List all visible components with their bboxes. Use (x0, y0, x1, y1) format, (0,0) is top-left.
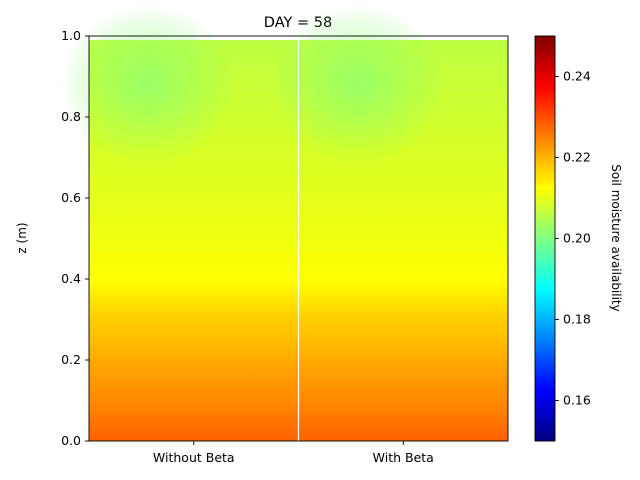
colorbar-tick-label: 0.20 (563, 231, 591, 246)
colorbar-tick-label: 0.24 (563, 69, 591, 84)
colorbar (534, 35, 556, 442)
heatmap-moisture-patch (59, 3, 236, 166)
x-tick-label: Without Beta (153, 450, 235, 465)
y-tick-label: 0.4 (61, 271, 81, 286)
y-axis-label: z (m) (15, 222, 29, 253)
heatmap-column (269, 3, 508, 442)
y-tick-label: 0.2 (61, 352, 81, 367)
y-tick-label: 1.0 (61, 28, 81, 43)
colorbar-axis: 0.16 0.18 0.20 0.22 0.24 (555, 69, 591, 408)
heatmap-moisture-patch (269, 3, 446, 166)
y-tick-label: 0.8 (61, 109, 81, 124)
colorbar-tick-label: 0.16 (563, 393, 591, 408)
plot-frame (88, 35, 509, 442)
x-axis: Without Beta With Beta (153, 441, 434, 465)
colorbar-tick-label: 0.22 (563, 150, 591, 165)
colorbar-label: Soil moisture availability (609, 164, 623, 312)
x-tick-label: With Beta (373, 450, 434, 465)
heatmap-panels (59, 3, 508, 442)
colorbar-tick-label: 0.18 (563, 312, 591, 327)
heatmap-column (59, 3, 299, 442)
y-tick-label: 0.6 (61, 190, 81, 205)
y-tick-label: 0.0 (61, 433, 81, 448)
y-axis: 0.0 0.2 0.4 0.6 0.8 1.0 (61, 28, 89, 448)
